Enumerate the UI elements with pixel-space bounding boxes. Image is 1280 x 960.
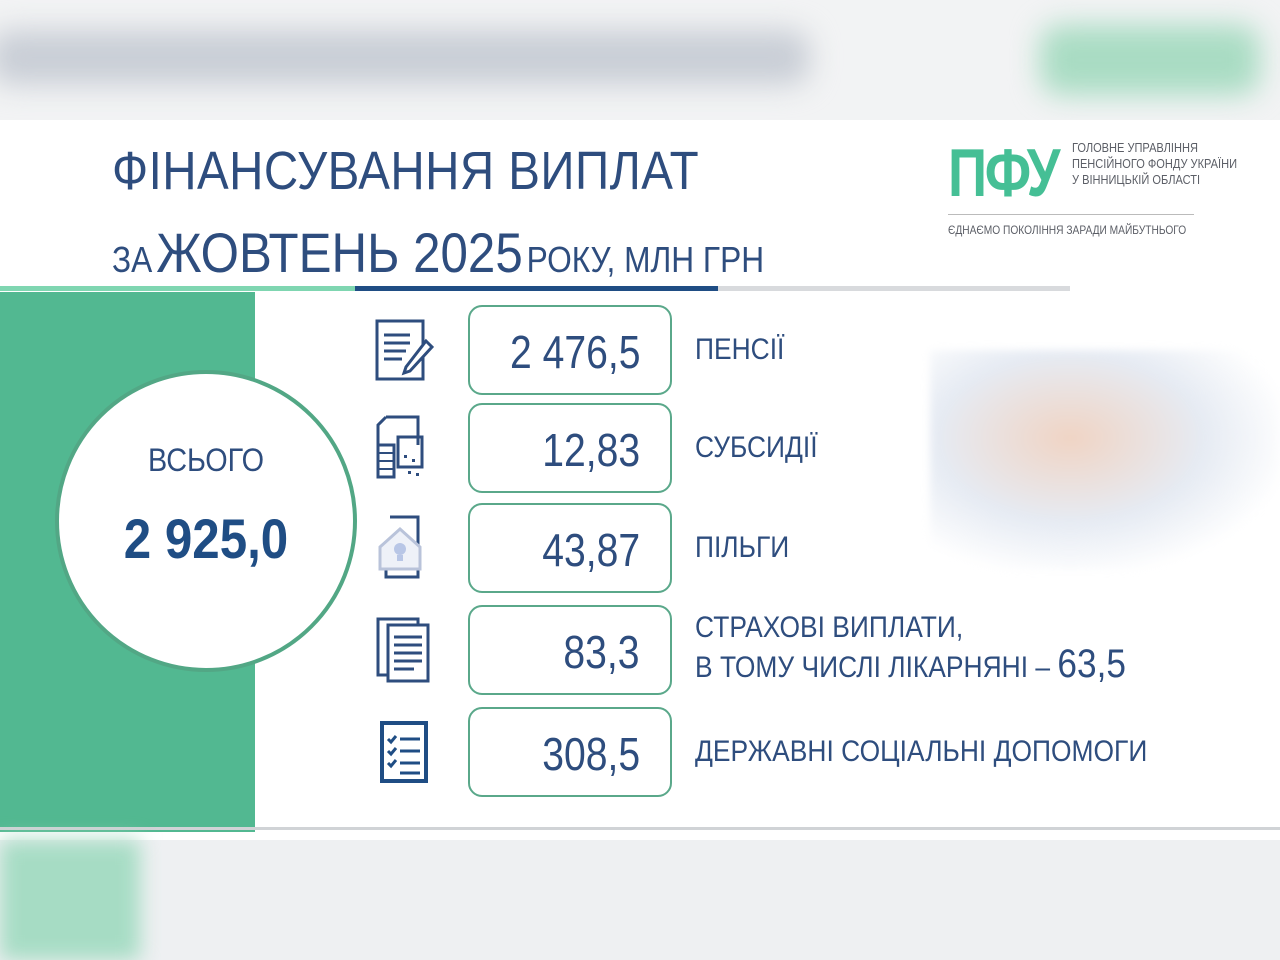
logo-mark: ПФУ	[948, 135, 1060, 211]
org-line: ПЕНСІЙНОГО ФОНДУ УКРАЇНИ	[1072, 156, 1238, 171]
item-label: ПІЛЬГИ	[695, 531, 790, 564]
divider-gray	[718, 286, 1070, 291]
divider-green	[0, 286, 355, 291]
blurred-background-top	[0, 0, 1280, 120]
label-line2: В ТОМУ ЧИСЛІ ЛІКАРНЯНІ – 63,5	[695, 644, 1126, 686]
value-box: 308,5	[468, 707, 672, 797]
value-box: 12,83	[468, 403, 672, 493]
item-label: ДЕРЖАВНІ СОЦІАЛЬНІ ДОПОМОГИ	[695, 735, 1148, 768]
logo-slogan: ЄДНАЄМО ПОКОЛІННЯ ЗАРАДИ МАЙБУТНЬОГО	[948, 223, 1187, 237]
total-circle: ВСЬОГО 2 925,0	[55, 370, 357, 672]
item-label: СУБСИДІЇ	[695, 431, 818, 464]
hands-keyboard-photo	[930, 350, 1280, 570]
logo-divider	[948, 214, 1194, 215]
value: 43,87	[542, 524, 640, 576]
house-lightbulb-icon	[378, 515, 422, 579]
org-line: ГОЛОВНЕ УПРАВЛІННЯ	[1072, 140, 1198, 155]
title-period: ЖОВТЕНЬ 2025	[156, 221, 523, 284]
total-label: ВСЬОГО	[147, 442, 265, 478]
logo-org: ГОЛОВНЕ УПРАВЛІННЯ ПЕНСІЙНОГО ФОНДУ УКРА…	[1072, 140, 1237, 188]
label-line2-text: В ТОМУ ЧИСЛІ ЛІКАРНЯНІ –	[695, 651, 1051, 684]
value: 2 476,5	[509, 326, 640, 378]
value-box: 2 476,5	[468, 305, 672, 395]
label-line1: СТРАХОВІ ВИПЛАТИ,	[695, 611, 964, 644]
title-prefix: ЗА	[112, 239, 153, 280]
item-row-social-aid: 308,5 ДЕРЖАВНІ СОЦІАЛЬНІ ДОПОМОГИ	[370, 707, 1250, 797]
item-row-insurance: 83,3 СТРАХОВІ ВИПЛАТИ, В ТОМУ ЧИСЛІ ЛІКА…	[370, 605, 1250, 695]
value-box: 43,87	[468, 503, 672, 593]
value: 12,83	[542, 424, 640, 476]
title-suffix: РОКУ, МЛН ГРН	[526, 239, 765, 280]
title-line1: ФІНАНСУВАННЯ ВИПЛАТ	[112, 141, 700, 201]
documents-list-icon	[376, 617, 430, 683]
value: 83,3	[563, 626, 640, 678]
org-line: У ВІННИЦЬКІЙ ОБЛАСТІ	[1072, 172, 1201, 187]
bottom-divider	[0, 827, 1280, 830]
item-row-subsidies: 12,83 СУБСИДІЇ	[370, 403, 1250, 493]
sick-leave-value: 63,5	[1057, 642, 1126, 686]
checklist-icon	[380, 721, 428, 783]
infographic-panel: ФІНАНСУВАННЯ ВИПЛАТ ЗА ЖОВТЕНЬ 2025 РОКУ…	[0, 120, 1280, 840]
item-label: СТРАХОВІ ВИПЛАТИ, В ТОМУ ЧИСЛІ ЛІКАРНЯНІ…	[695, 610, 1126, 686]
blurred-background-bottom	[0, 840, 1280, 960]
pfu-logo: ПФУ ГОЛОВНЕ УПРАВЛІННЯ ПЕНСІЙНОГО ФОНДУ …	[948, 134, 1258, 244]
title-line2: ЗА ЖОВТЕНЬ 2025 РОКУ, МЛН ГРН	[112, 220, 764, 285]
document-pen-icon	[375, 319, 434, 381]
value-box: 83,3	[468, 605, 672, 695]
item-label: ПЕНСІЇ	[695, 333, 785, 366]
item-row-pensions: 2 476,5 ПЕНСІЇ	[370, 305, 1250, 395]
value: 308,5	[542, 728, 640, 780]
divider-navy	[355, 286, 718, 291]
documents-calculator-icon	[376, 415, 424, 479]
item-row-benefits: 43,87 ПІЛЬГИ	[370, 503, 1250, 593]
total-value: 2 925,0	[123, 507, 289, 570]
